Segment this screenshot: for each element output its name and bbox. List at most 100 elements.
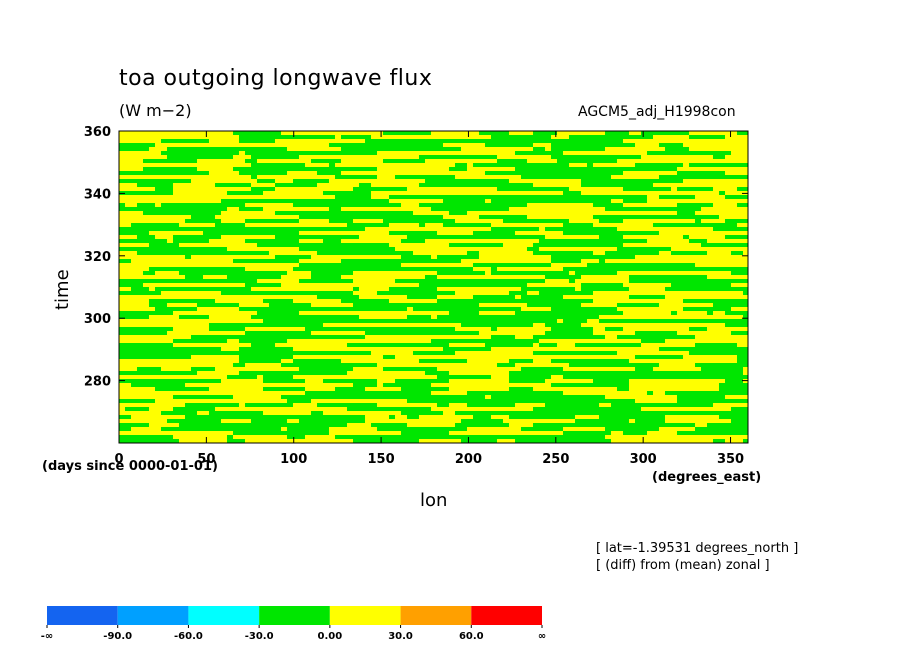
heatmap-cell bbox=[677, 395, 701, 399]
heatmap-cell bbox=[491, 227, 539, 231]
heatmap-cell bbox=[383, 383, 431, 387]
heatmap-cell bbox=[383, 267, 389, 271]
heatmap-cell bbox=[491, 203, 527, 207]
heatmap-cell bbox=[707, 431, 748, 435]
colorbar-label: 30.0 bbox=[388, 631, 413, 642]
heatmap-cell bbox=[521, 175, 545, 179]
heatmap-cell bbox=[419, 139, 437, 143]
heatmap-cell bbox=[227, 303, 239, 307]
heatmap-cell bbox=[647, 391, 653, 395]
heatmap-cell bbox=[617, 303, 635, 307]
heatmap-cell bbox=[581, 255, 635, 259]
heatmap-cell bbox=[587, 231, 611, 235]
heatmap-cell bbox=[431, 147, 461, 151]
heatmap-cell bbox=[143, 211, 155, 215]
heatmap-cell bbox=[275, 419, 287, 423]
heatmap-cell bbox=[701, 223, 737, 227]
heatmap-cell bbox=[629, 343, 641, 347]
heatmap-cell bbox=[269, 151, 323, 155]
heatmap-cell bbox=[563, 439, 611, 443]
heatmap-cell bbox=[509, 359, 527, 363]
heatmap-cell bbox=[671, 143, 683, 147]
heatmap-cell bbox=[197, 247, 227, 251]
heatmap-cell bbox=[245, 335, 281, 339]
heatmap-cell bbox=[275, 431, 311, 435]
heatmap-cell bbox=[551, 255, 581, 259]
heatmap-cell bbox=[551, 147, 581, 151]
heatmap-cell bbox=[725, 391, 748, 395]
heatmap-cell bbox=[557, 407, 569, 411]
heatmap-cell bbox=[119, 415, 131, 419]
heatmap-cell bbox=[185, 415, 239, 419]
heatmap-cell bbox=[431, 207, 467, 211]
heatmap-cell bbox=[521, 395, 569, 399]
heatmap-cell bbox=[203, 203, 245, 207]
heatmap-cell bbox=[263, 291, 287, 295]
heatmap-cell bbox=[149, 183, 173, 187]
heatmap-cell bbox=[119, 279, 131, 283]
heatmap-cell bbox=[653, 223, 701, 227]
heatmap-cell bbox=[725, 311, 737, 315]
heatmap-cell bbox=[485, 195, 515, 199]
heatmap-cell bbox=[323, 167, 347, 171]
heatmap-cell bbox=[233, 131, 281, 135]
heatmap-cell bbox=[443, 343, 449, 347]
heatmap-cell bbox=[185, 371, 197, 375]
heatmap-cell bbox=[215, 223, 245, 227]
heatmap-cell bbox=[557, 155, 605, 159]
heatmap-cell bbox=[581, 183, 623, 187]
heatmap-cell bbox=[317, 315, 359, 319]
heatmap-cell bbox=[587, 263, 605, 267]
heatmap-cell bbox=[581, 251, 593, 255]
heatmap-cell bbox=[437, 331, 479, 335]
heatmap-cell bbox=[479, 131, 509, 135]
heatmap-cell bbox=[215, 231, 257, 235]
heatmap-cell bbox=[671, 311, 677, 315]
heatmap-cell bbox=[737, 203, 748, 207]
heatmap-cell bbox=[617, 203, 623, 207]
heatmap-cell bbox=[317, 403, 359, 407]
heatmap-cell bbox=[467, 299, 515, 303]
heatmap-cell bbox=[515, 151, 563, 155]
heatmap-cell bbox=[119, 355, 167, 359]
heatmap-cell bbox=[473, 423, 509, 427]
heatmap-cell bbox=[167, 347, 221, 351]
heatmap-cell bbox=[353, 251, 389, 255]
heatmap-cell bbox=[563, 227, 581, 231]
heatmap-cell bbox=[719, 387, 748, 391]
heatmap-cell bbox=[521, 163, 569, 167]
heatmap-cell bbox=[299, 263, 347, 267]
heatmap-cell bbox=[731, 375, 748, 379]
heatmap-cell bbox=[491, 327, 497, 331]
heatmap-cell bbox=[401, 431, 413, 435]
heatmap-cell bbox=[263, 167, 305, 171]
heatmap-cell bbox=[311, 215, 347, 219]
heatmap-cell bbox=[287, 291, 317, 295]
heatmap-cell bbox=[479, 307, 521, 311]
y-tick-label: 340 bbox=[84, 187, 111, 202]
heatmap-cell bbox=[479, 155, 497, 159]
heatmap-cell bbox=[353, 439, 365, 443]
heatmap-cell bbox=[545, 435, 569, 439]
heatmap-cell bbox=[437, 271, 485, 275]
heatmap-cell bbox=[581, 139, 605, 143]
heatmap-cell bbox=[695, 391, 701, 395]
heatmap-cell bbox=[305, 327, 323, 331]
heatmap-cell bbox=[575, 343, 629, 347]
heatmap-cell bbox=[659, 143, 671, 147]
heatmap-cell bbox=[221, 199, 251, 203]
heatmap-cell bbox=[425, 275, 437, 279]
heatmap-cell bbox=[731, 271, 748, 275]
heatmap-cell bbox=[359, 135, 371, 139]
heatmap-cell bbox=[617, 335, 665, 339]
heatmap-cell bbox=[701, 347, 748, 351]
heatmap-cell bbox=[335, 435, 389, 439]
heatmap-cell bbox=[161, 139, 209, 143]
heatmap-cell bbox=[389, 195, 437, 199]
heatmap-cell bbox=[587, 375, 623, 379]
x-tick-label: 300 bbox=[630, 452, 657, 467]
heatmap-cell bbox=[347, 223, 365, 227]
heatmap-cell bbox=[365, 439, 419, 443]
heatmap-cell bbox=[311, 411, 323, 415]
heatmap-cell bbox=[275, 183, 299, 187]
